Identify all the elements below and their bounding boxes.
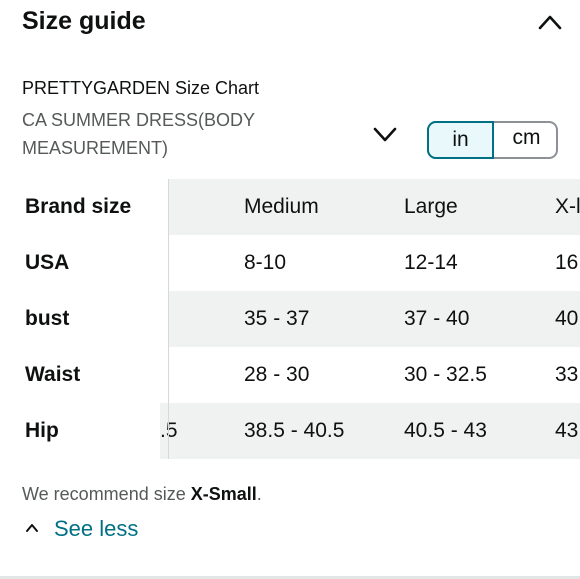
row-header: USA [0,235,168,291]
table-row: 8-10 12-14 16 USA [0,235,580,291]
table-cell: 38.5 - 40.5 [244,419,345,442]
row-label: USA [25,251,70,274]
size-table: Medium Large X-l Brand size 8-10 12-14 1… [0,179,580,459]
unit-cm-button[interactable]: cm [512,126,541,149]
row-label: Waist [25,363,81,386]
recommended-size: X-Small [190,484,257,504]
table-cell: 37 - 40 [404,307,470,330]
row-header: bust [0,291,168,347]
table-cell: 33 [555,363,579,386]
table-cell: 40.5 - 43 [404,419,487,442]
table-cell: 43 [555,419,579,442]
table-cell: 12-14 [404,251,458,274]
row-header: Brand size [0,179,168,235]
table-row: 28 - 30 30 - 32.5 33 Waist [0,347,580,403]
recommendation-text: We recommend size [22,484,191,504]
recommendation-suffix: . [256,484,262,504]
dress-type-select[interactable]: CA SUMMER DRESS(BODY MEASUREMENT) [22,106,402,162]
row-label: Hip [25,419,59,442]
see-less-label: See less [54,516,139,541]
table-cell: 16 [555,251,579,274]
table-cell: 28 - 30 [244,363,310,386]
dress-type-value: CA SUMMER DRESS(BODY MEASUREMENT) [22,110,255,158]
page-title: Size guide [22,7,146,35]
row-header: Hip [0,403,160,459]
sticky-column-divider [168,179,169,459]
table-row: .5 38.5 - 40.5 40.5 - 43 43 Hip [0,403,580,459]
size-recommendation: We recommend size X-Small. [22,482,262,506]
chevron-up-icon[interactable] [537,12,563,32]
unit-in-button[interactable]: in [427,121,494,159]
row-label: Brand size [25,195,132,218]
unit-toggle: in cm [427,121,558,159]
row-label: bust [25,307,70,330]
chevron-down-icon [373,127,397,142]
divider [0,576,580,579]
table-header-cell: Medium [244,195,319,218]
chevron-up-icon [26,524,38,532]
table-header-row: Medium Large X-l Brand size [0,179,580,235]
table-cell: 8-10 [244,251,287,274]
table-cell: 40 [555,307,579,330]
table-cell: 30 - 32.5 [404,363,487,386]
size-chart-title: PRETTYGARDEN Size Chart [22,78,260,98]
table-header-cell: Large [404,195,458,218]
table-row: 35 - 37 37 - 40 40 bust [0,291,580,347]
table-cell: 35 - 37 [244,307,310,330]
table-header-cell: X-l [555,195,580,218]
row-header: Waist [0,347,168,403]
